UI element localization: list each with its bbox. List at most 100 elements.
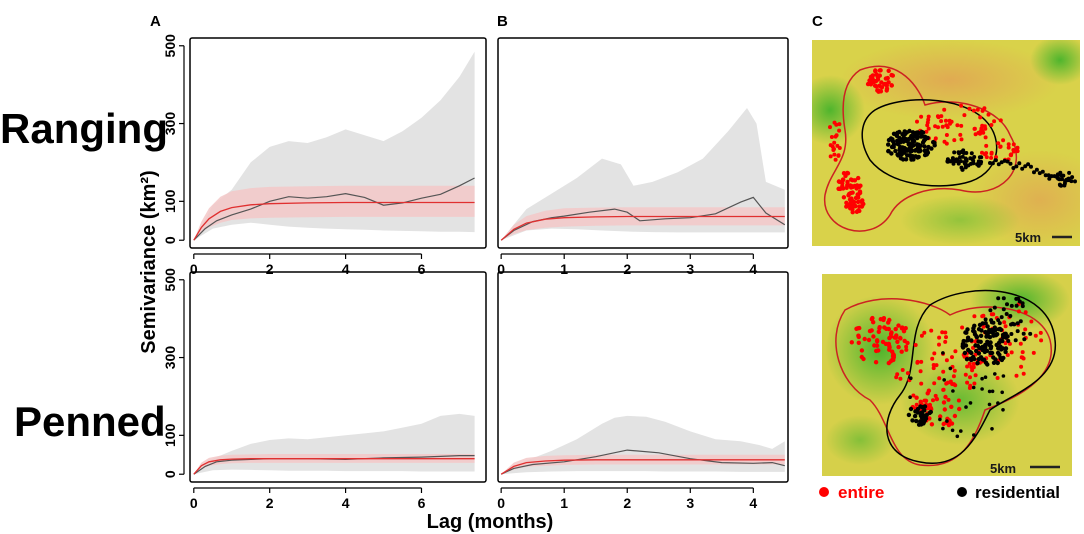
map-point bbox=[890, 137, 895, 142]
envelope-model-ci bbox=[193, 185, 475, 241]
map-point bbox=[950, 428, 955, 433]
map-point bbox=[828, 154, 833, 159]
map-ranging-contour-residential bbox=[861, 99, 998, 187]
map-point bbox=[937, 335, 942, 340]
map-point bbox=[876, 329, 881, 334]
map-ranging-contour-entire bbox=[824, 65, 1017, 232]
series-model-line bbox=[193, 201, 475, 241]
map-point bbox=[918, 413, 924, 418]
map-point bbox=[996, 162, 1001, 167]
map-point bbox=[841, 195, 847, 200]
map-point bbox=[1021, 331, 1026, 336]
map-point bbox=[931, 398, 935, 403]
map-point bbox=[988, 350, 993, 356]
map-point bbox=[944, 335, 948, 340]
map-point bbox=[855, 326, 860, 331]
map-point bbox=[996, 401, 1000, 405]
map-point bbox=[976, 163, 981, 168]
map-point bbox=[972, 314, 977, 319]
map-penned-points bbox=[849, 296, 1044, 439]
map-point bbox=[925, 123, 930, 128]
map-point bbox=[898, 144, 903, 150]
x-tick-label: 3 bbox=[686, 261, 694, 277]
map-point bbox=[941, 400, 947, 405]
map-point bbox=[1009, 332, 1014, 336]
map-point bbox=[1009, 350, 1014, 355]
map-point bbox=[828, 125, 832, 130]
map-point bbox=[919, 381, 924, 386]
map-point bbox=[998, 118, 1003, 123]
map-point bbox=[927, 402, 933, 408]
map-point bbox=[869, 328, 874, 333]
map-point bbox=[959, 137, 964, 142]
map-point bbox=[889, 83, 894, 88]
map-point bbox=[918, 399, 923, 404]
map-point bbox=[952, 368, 957, 373]
map-point bbox=[965, 335, 971, 340]
map-ranging-points bbox=[828, 68, 1077, 215]
map-point bbox=[897, 129, 902, 135]
map-point bbox=[1006, 142, 1011, 147]
map-point bbox=[944, 381, 949, 386]
map-point bbox=[977, 130, 982, 135]
map-point bbox=[951, 374, 956, 379]
map-point bbox=[1001, 408, 1005, 412]
map-point bbox=[991, 360, 997, 365]
map-point bbox=[889, 72, 894, 78]
map-point bbox=[835, 143, 840, 148]
map-point bbox=[873, 68, 878, 73]
map-point bbox=[882, 325, 887, 330]
map-point bbox=[929, 328, 934, 333]
map-point bbox=[1005, 159, 1010, 164]
map-point bbox=[1014, 164, 1019, 169]
map-point bbox=[1002, 320, 1007, 325]
map-point bbox=[1059, 173, 1064, 178]
map-point bbox=[1015, 145, 1020, 150]
map-point bbox=[919, 333, 924, 338]
map-point bbox=[856, 334, 861, 340]
chart-penned-a: 0 2 4 6 0 100 300 500 bbox=[162, 268, 487, 511]
map-point bbox=[886, 360, 891, 366]
map-ranging-green-patch bbox=[1030, 40, 1080, 85]
map-point bbox=[857, 204, 862, 209]
map-point bbox=[1029, 164, 1033, 169]
map-point bbox=[1001, 296, 1006, 301]
map-point bbox=[969, 151, 974, 156]
map-point bbox=[834, 122, 839, 127]
map-point bbox=[924, 129, 929, 134]
map-point bbox=[969, 350, 974, 356]
map-point bbox=[896, 344, 901, 350]
series-model-line bbox=[500, 215, 785, 241]
map-point bbox=[911, 393, 916, 398]
map-point bbox=[899, 349, 904, 354]
map-point bbox=[921, 138, 927, 143]
map-point bbox=[913, 343, 918, 347]
envelope-model-ci bbox=[501, 207, 785, 241]
map-point bbox=[856, 184, 862, 190]
map-point bbox=[993, 328, 998, 333]
map-point bbox=[876, 89, 881, 94]
map-point bbox=[932, 140, 937, 146]
map-point bbox=[862, 336, 867, 342]
y-axis-title: Semivariance (km²) bbox=[138, 170, 160, 353]
map-point bbox=[1062, 181, 1067, 186]
map-point bbox=[986, 340, 991, 345]
map-point bbox=[955, 123, 960, 128]
map-point bbox=[943, 339, 948, 344]
map-point bbox=[976, 159, 981, 164]
map-point bbox=[989, 320, 994, 325]
map-point bbox=[859, 199, 865, 204]
map-point bbox=[952, 413, 958, 419]
y-tick-label: 100 bbox=[162, 189, 178, 213]
map-point bbox=[1037, 171, 1042, 176]
panel-letter-b: B bbox=[497, 13, 508, 30]
map-point bbox=[975, 360, 980, 366]
map-point bbox=[844, 204, 849, 209]
map-point bbox=[914, 395, 919, 400]
map-point bbox=[1032, 170, 1036, 175]
map-point bbox=[993, 158, 998, 163]
map-ranging-green-patch bbox=[900, 195, 1020, 245]
map-point bbox=[988, 346, 993, 351]
map-point bbox=[1002, 335, 1007, 339]
map-point bbox=[972, 323, 977, 328]
